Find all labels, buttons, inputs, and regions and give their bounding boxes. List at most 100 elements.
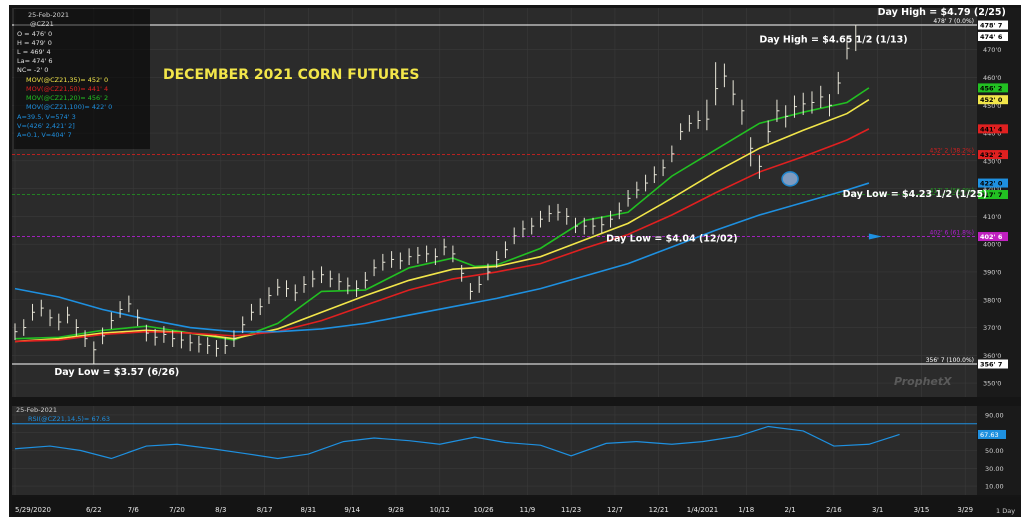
price-bar (478, 276, 482, 293)
price-flag-box (978, 150, 1008, 160)
fibonacci-levels: 478' 7 (0.0%) 432' 2 (38.2%) 417' 7 (50.0%… (12, 18, 977, 365)
price-flag: 402' 6 (978, 232, 1008, 242)
price-bar (504, 241, 508, 259)
chart-title: DECEMBER 2021 CORN FUTURES (163, 67, 420, 83)
legend-ohlc-net-change: NC= -2' 0 (17, 66, 48, 74)
price-bar (399, 252, 403, 270)
rsi-lines (12, 423, 977, 460)
price-flags: 478' 7 474' 6 456' 2 452' 0 441' 4 432' 2 422'… (978, 20, 1008, 439)
price-bar (671, 145, 675, 163)
legend-ohlc-high: H = 479' 0 (17, 39, 52, 47)
price-flag-box (978, 95, 1008, 105)
price-bar (793, 95, 797, 118)
price-flag-box (978, 124, 1008, 134)
date-tick-label: 8/31 (301, 506, 317, 514)
price-flag-box (978, 359, 1008, 369)
price-tick-label: 400'0 (983, 241, 1001, 249)
price-flag-label: 402' 6 (980, 233, 1003, 241)
price-bar (128, 295, 132, 313)
price-bar (14, 323, 18, 341)
price-bar (837, 71, 841, 95)
annotation-day-low-jun: Day Low = $3.57 (6/26) (54, 367, 179, 378)
price-bar (487, 263, 491, 281)
price-tick-label: 450'0 (983, 102, 1001, 110)
price-bar (294, 284, 298, 302)
legend-extra-1: A=39.5, V=574' 3 (17, 113, 76, 121)
rsi-date: 25-Feb-2021 (16, 406, 57, 414)
price-bar (750, 137, 754, 167)
price-bars (14, 24, 859, 364)
legend-extra-2: V=(426' 2,421' 2] (17, 122, 75, 130)
price-bar (23, 319, 27, 336)
moving-average-line (14, 87, 870, 341)
price-flag-label: 474' 6 (980, 33, 1003, 41)
moving-average-line (14, 182, 870, 333)
date-tick-label: 2/1 (784, 506, 795, 514)
rsi-tick-label: 90.00 (985, 411, 1004, 419)
date-tick-label: 5/29/2020 (15, 506, 51, 514)
price-flag-label: 432' 2 (980, 151, 1002, 159)
markers (781, 171, 799, 187)
date-tick-label: 1/4/2021 (687, 506, 718, 514)
price-bar (820, 85, 824, 109)
price-flag: 441' 4 (978, 124, 1008, 134)
price-bar (189, 334, 193, 352)
price-bar (513, 227, 517, 245)
date-tick-label: 7/6 (128, 506, 140, 514)
price-bar (242, 316, 246, 334)
annotation-day-high-jan: Day High = $4.65 1/2 (1/13) (759, 35, 907, 46)
price-bar (548, 205, 552, 222)
price-bar (163, 326, 167, 343)
price-bar (145, 324, 149, 342)
price-bar (767, 120, 771, 143)
price-bar (84, 330, 88, 347)
price-bar (154, 328, 158, 346)
date-tick-label: 9/28 (388, 506, 404, 514)
fib-level-label: 402' 6 (61.8%) (930, 230, 974, 237)
date-tick-label: 3/29 (957, 506, 973, 514)
price-bar (680, 123, 684, 140)
date-tick-label: 1/18 (738, 506, 754, 514)
price-bar (601, 216, 605, 234)
legend-ohlc-low: L = 469' 4 (17, 48, 51, 56)
price-bar (110, 312, 114, 329)
price-bar (688, 114, 692, 132)
annotation-day-high-feb: Day High = $4.79 (2/25) (878, 7, 1006, 18)
price-bar (93, 341, 97, 364)
price-bar (312, 270, 316, 288)
price-bar (653, 166, 657, 184)
moving-average-lines (14, 87, 870, 343)
low-circle-marker (781, 171, 799, 187)
rsi-label: RSI(@CZ21,14,5)= 67.63 (28, 415, 110, 423)
price-bar (75, 319, 79, 336)
price-bar (627, 189, 631, 207)
price-bar (732, 80, 736, 106)
price-bar (268, 287, 272, 304)
price-bar (758, 155, 762, 179)
price-flag-box (978, 190, 1008, 200)
price-bar (382, 253, 386, 271)
price-bar (329, 270, 333, 288)
price-bar (277, 278, 281, 296)
price-bar (373, 259, 377, 277)
annotation-day-low-jan: Day Low = $4.23 1/2 (1/25) (843, 189, 988, 200)
price-bar (828, 94, 832, 117)
legend-ma50: MOV(@CZ21,50)= 441' 4 (26, 85, 108, 93)
price-flag: 356' 7 (978, 359, 1008, 369)
price-flag-box (978, 20, 1008, 30)
watermark-logo: ProphetX (894, 375, 952, 388)
moving-average-line (14, 128, 870, 343)
price-bar (575, 217, 579, 234)
price-bar (662, 159, 666, 177)
price-tick-label: 440'0 (983, 130, 1001, 138)
price-bar (102, 327, 106, 345)
legend-extra-3: A=0.1, V=404' 7 (17, 131, 72, 139)
price-flag-box (978, 232, 1008, 242)
legend-ohlc-open: O = 476' 0 (17, 30, 52, 38)
price-bar (531, 217, 535, 235)
period-label: 1 Day (996, 507, 1015, 515)
price-panel (12, 8, 977, 397)
price-bar (557, 203, 561, 221)
price-bar (469, 283, 473, 300)
price-bar (285, 280, 289, 297)
